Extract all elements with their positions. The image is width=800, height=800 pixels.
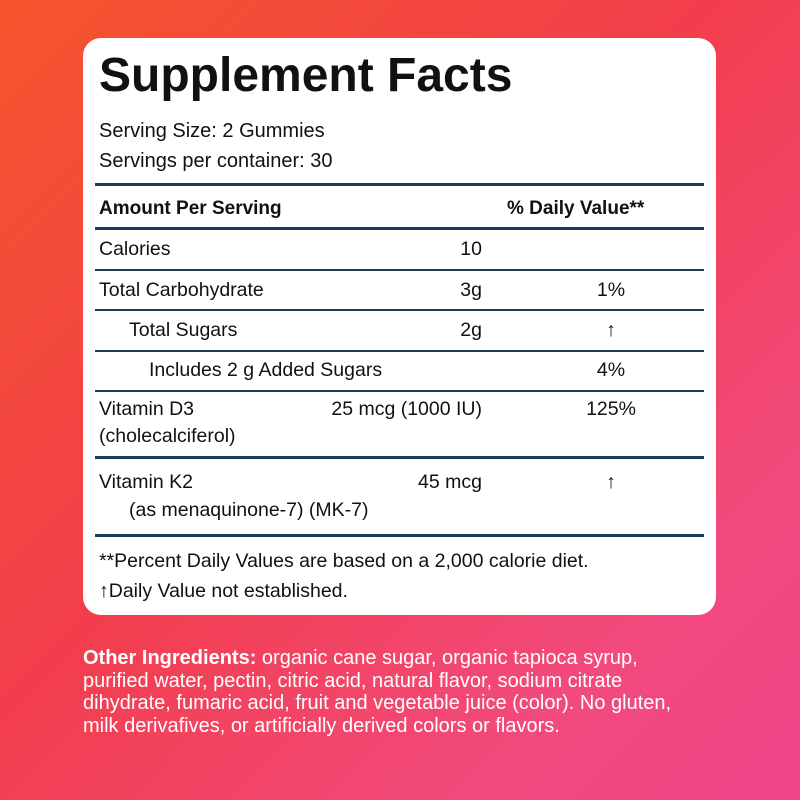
row-name: Vitamin K2	[99, 471, 193, 493]
row-amount: 2g	[460, 319, 482, 341]
other-ingredients-text: organic cane sugar, organic tapioca syru…	[83, 647, 672, 737]
header-dv: % Daily Value**	[507, 198, 645, 219]
title: Supplement Facts	[99, 49, 513, 102]
row-amount: 3g	[460, 279, 482, 301]
divider	[95, 390, 704, 392]
row-name: Calories	[99, 238, 171, 260]
row-daily-value: ↑	[606, 471, 616, 493]
other-ingredients: Other Ingredients: organic cane sugar, o…	[83, 647, 695, 737]
divider	[95, 269, 704, 271]
row-name: Total Carbohydrate	[99, 279, 264, 301]
supplement-facts-card: Supplement Facts Serving Size: 2 Gummies…	[83, 38, 716, 615]
divider	[95, 227, 704, 230]
divider	[95, 350, 704, 352]
header-amount: Amount Per Serving	[99, 198, 282, 219]
serving-size: Serving Size: 2 Gummies	[99, 120, 325, 142]
row-amount: 45 mcg	[418, 471, 482, 493]
divider	[95, 309, 704, 311]
divider	[95, 534, 704, 537]
row-amount: 10	[460, 238, 482, 260]
row-daily-value: 4%	[596, 359, 626, 381]
servings-per-container: Servings per container: 30	[99, 150, 333, 172]
row-daily-value: ↑	[606, 319, 616, 341]
row-detail: (as menaquinone-7) (MK-7)	[129, 499, 369, 521]
divider	[95, 183, 704, 186]
row-name: Vitamin D3	[99, 398, 195, 420]
other-ingredients-label: Other Ingredients:	[83, 647, 257, 669]
row-amount: 25 mcg (1000 IU)	[331, 398, 482, 420]
row-name: Total Sugars	[129, 319, 238, 341]
row-name: Includes 2 g Added Sugars	[149, 359, 383, 381]
footnote: **Percent Daily Values are based on a 2,…	[99, 550, 589, 572]
row-detail: (cholecalciferol)	[99, 425, 236, 447]
row-daily-value: 1%	[596, 279, 626, 301]
footnote: ↑Daily Value not established.	[99, 580, 348, 602]
divider	[95, 456, 704, 459]
row-daily-value: 125%	[586, 398, 636, 420]
